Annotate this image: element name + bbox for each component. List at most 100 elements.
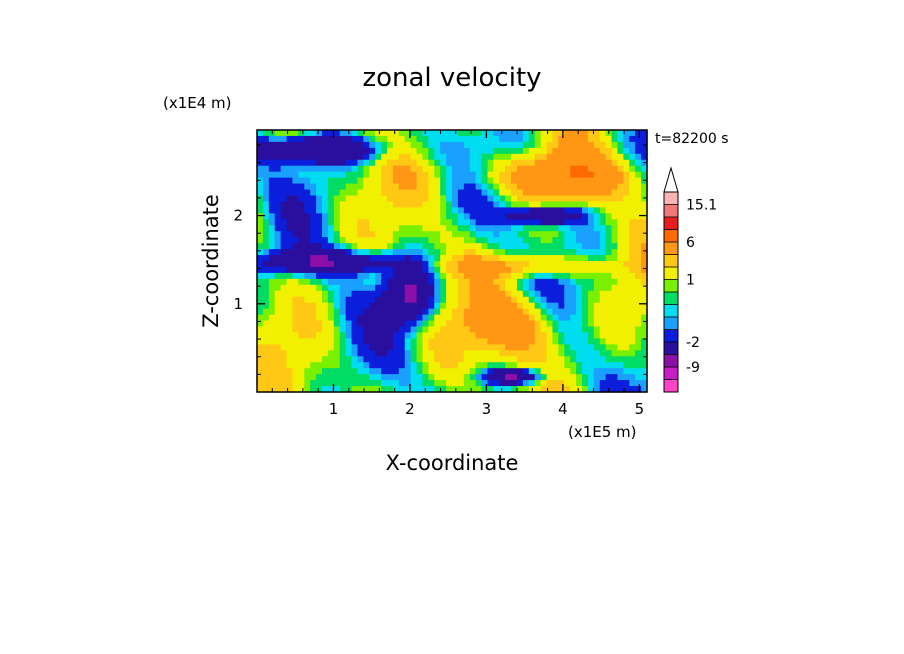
heatmap-cell xyxy=(517,284,524,292)
heatmap-cell xyxy=(457,308,465,316)
heatmap-cell xyxy=(617,296,624,304)
heatmap-cell xyxy=(257,290,264,298)
heatmap-cell xyxy=(570,314,577,322)
heatmap-cell xyxy=(582,171,589,179)
heatmap-cell xyxy=(387,380,394,387)
heatmap-cell xyxy=(641,344,648,351)
heatmap-cell xyxy=(446,135,453,143)
heatmap-cell xyxy=(505,272,512,280)
heatmap-cell xyxy=(351,266,359,274)
heatmap-cell xyxy=(357,159,364,167)
heatmap-cell xyxy=(487,320,494,328)
heatmap-cell xyxy=(475,225,483,232)
heatmap-cell xyxy=(522,225,530,232)
colorbar-segment xyxy=(664,379,678,393)
heatmap-cell xyxy=(387,231,394,238)
heatmap-cell xyxy=(540,207,548,214)
heatmap-cell xyxy=(351,147,359,155)
heatmap-cell xyxy=(298,302,305,310)
heatmap-cell xyxy=(611,171,619,179)
heatmap-cell xyxy=(475,290,483,298)
heatmap-cell xyxy=(552,130,559,137)
heatmap-cell xyxy=(274,231,282,238)
heatmap-cell xyxy=(469,308,477,316)
heatmap-cell xyxy=(558,195,565,203)
heatmap-cell xyxy=(327,201,335,208)
heatmap-cell xyxy=(487,141,494,149)
heatmap-cell xyxy=(363,201,370,208)
heatmap-cell xyxy=(522,356,530,363)
heatmap-cell xyxy=(629,296,636,304)
heatmap-cell xyxy=(629,159,636,167)
heatmap-cell xyxy=(398,141,406,149)
colorbar-label: -2 xyxy=(686,335,700,351)
heatmap-cell xyxy=(505,255,512,262)
heatmap-cell xyxy=(463,344,471,351)
heatmap-cell xyxy=(452,261,459,268)
heatmap-cell xyxy=(475,272,483,280)
heatmap-cell xyxy=(605,171,613,179)
heatmap-cell xyxy=(257,368,264,375)
heatmap-cell xyxy=(587,219,595,226)
heatmap-cell xyxy=(558,171,565,179)
heatmap-cell xyxy=(304,284,311,292)
heatmap-cell xyxy=(511,374,518,381)
heatmap-cell xyxy=(410,290,418,298)
heatmap-cell xyxy=(629,362,636,369)
heatmap-cell xyxy=(611,219,619,226)
heatmap-cell xyxy=(268,272,276,280)
heatmap-cell xyxy=(499,344,506,351)
heatmap-cell xyxy=(481,243,489,250)
heatmap-cell xyxy=(398,374,406,381)
heatmap-cell xyxy=(552,189,559,197)
heatmap-cell xyxy=(552,320,559,328)
heatmap-cell xyxy=(310,135,317,143)
heatmap-cell xyxy=(641,243,648,250)
heatmap-cell xyxy=(481,386,489,393)
heatmap-cell xyxy=(452,284,459,292)
heatmap-cell xyxy=(511,326,518,334)
heatmap-cell xyxy=(517,159,524,167)
heatmap-cell xyxy=(611,308,619,316)
heatmap-cell xyxy=(434,183,441,191)
heatmap-cell xyxy=(322,165,329,173)
heatmap-cell xyxy=(517,314,524,322)
heatmap-cell xyxy=(392,255,400,262)
heatmap-cell xyxy=(381,386,388,393)
heatmap-cell xyxy=(593,308,601,316)
heatmap-cell xyxy=(316,368,323,375)
time-label: t=82200 s xyxy=(655,131,729,147)
heatmap-cell xyxy=(274,237,282,244)
heatmap-cell xyxy=(605,231,613,238)
heatmap-cell xyxy=(310,326,317,334)
heatmap-cell xyxy=(422,225,429,232)
heatmap-cell xyxy=(327,386,335,393)
heatmap-cell xyxy=(310,255,317,262)
heatmap-cell xyxy=(617,374,624,381)
heatmap-cell xyxy=(487,272,494,280)
heatmap-cell xyxy=(286,338,294,345)
heatmap-cell xyxy=(322,249,329,256)
heatmap-cell xyxy=(351,386,359,393)
heatmap-cell xyxy=(493,130,500,137)
heatmap-cell xyxy=(404,183,412,191)
heatmap-cell xyxy=(605,380,613,387)
heatmap-cell xyxy=(635,255,642,262)
heatmap-cell xyxy=(410,237,418,244)
heatmap-cell xyxy=(322,272,329,280)
heatmap-cell xyxy=(558,302,565,310)
heatmap-cell xyxy=(316,302,323,310)
heatmap-cell xyxy=(452,380,459,387)
heatmap-cell xyxy=(629,237,636,244)
heatmap-cell xyxy=(570,201,577,208)
heatmap-cell xyxy=(327,278,335,286)
heatmap-cell xyxy=(469,177,477,185)
heatmap-cell xyxy=(363,272,370,280)
heatmap-cell xyxy=(487,266,494,274)
heatmap-cell xyxy=(617,201,624,208)
heatmap-cell xyxy=(546,266,554,274)
heatmap-cell xyxy=(410,255,418,262)
heatmap-cell xyxy=(274,320,282,328)
heatmap-cell xyxy=(446,177,453,185)
